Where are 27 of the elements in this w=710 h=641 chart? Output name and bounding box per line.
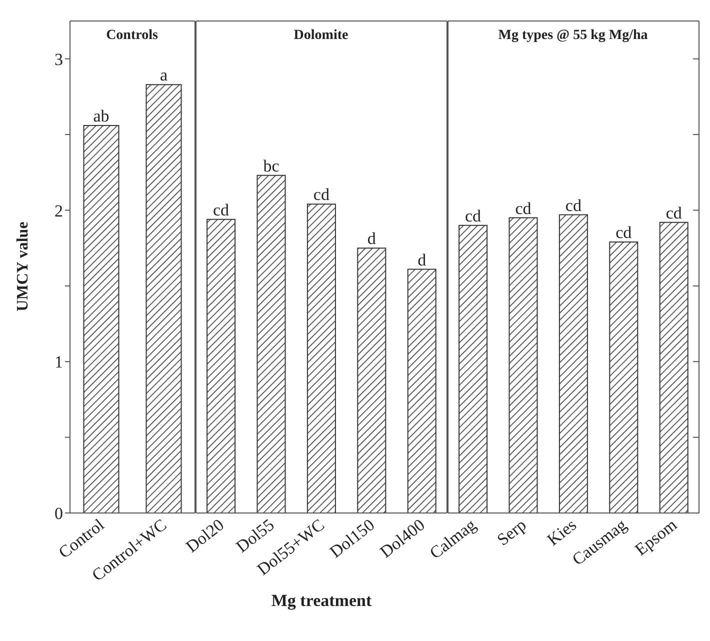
data-label: d: [418, 250, 427, 270]
y-tick-label: 2: [54, 201, 63, 220]
bar: [256, 174, 286, 513]
text: Mg types @ 55 kg Mg/ha: [497, 28, 649, 44]
bar: [357, 248, 386, 513]
bar: [407, 268, 436, 513]
data-label: cd: [565, 196, 582, 215]
data-label: cd: [465, 206, 482, 226]
data-label: cd: [666, 203, 682, 222]
data-label: cd: [313, 185, 330, 204]
data-label: cd: [616, 223, 632, 242]
data-label: a: [160, 66, 168, 85]
data-label: cd: [515, 198, 532, 218]
y-tick-label: 3: [54, 50, 63, 69]
y-axis-title: UMCY value: [14, 222, 32, 312]
y-tick-label: 1: [54, 352, 63, 372]
data-label: cd: [213, 200, 230, 220]
data-label: d: [367, 229, 376, 248]
bar: [206, 218, 236, 513]
x-tick-label: Serp: [494, 515, 530, 550]
text: Controls: [105, 28, 159, 44]
bar: [306, 204, 336, 513]
data-label: ab: [93, 106, 110, 126]
data-label: bc: [263, 156, 280, 176]
text: Dolomite: [292, 28, 350, 44]
x-axis-title: Mg treatment: [271, 591, 372, 610]
y-tick-label: 0: [54, 504, 63, 524]
